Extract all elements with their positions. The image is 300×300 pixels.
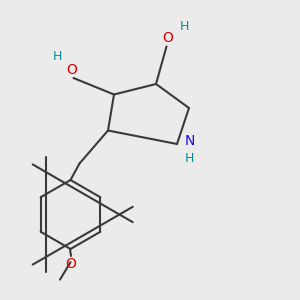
Text: N: N — [184, 134, 195, 148]
Text: O: O — [163, 31, 173, 45]
Text: O: O — [67, 62, 77, 76]
Text: H: H — [184, 152, 194, 165]
Text: O: O — [65, 257, 76, 271]
Text: H: H — [52, 50, 62, 63]
Text: H: H — [180, 20, 189, 33]
